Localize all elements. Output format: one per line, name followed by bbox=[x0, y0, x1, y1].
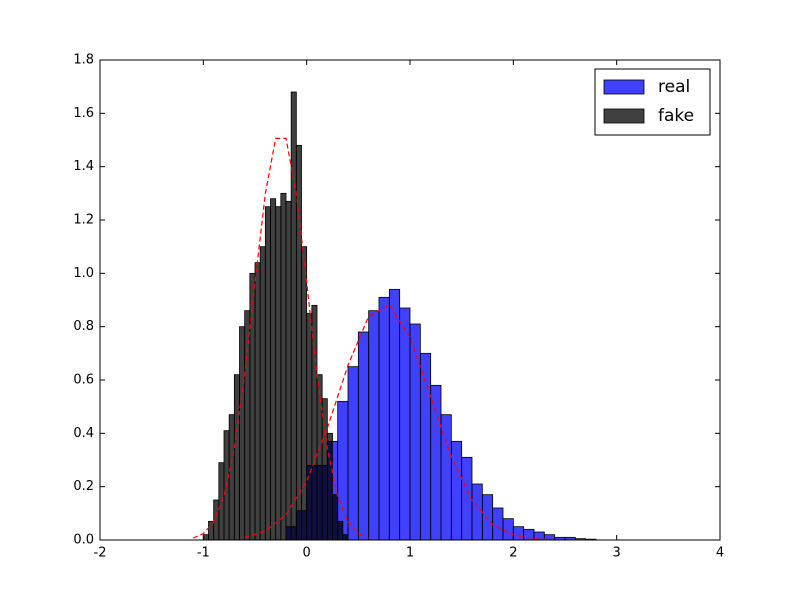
y-tick-label: 1.8 bbox=[73, 53, 94, 68]
y-tick-label: 0.8 bbox=[73, 319, 94, 334]
histogram-bar bbox=[512, 526, 525, 541]
histogram-bar bbox=[311, 304, 318, 541]
histogram-bar bbox=[254, 262, 261, 541]
legend-label: fake bbox=[658, 106, 694, 126]
histogram-bar bbox=[388, 288, 401, 541]
histogram-bar bbox=[399, 307, 411, 541]
histogram-bar bbox=[347, 366, 359, 541]
histogram-bar bbox=[249, 272, 256, 541]
histogram-bar bbox=[239, 326, 246, 541]
histogram-bar bbox=[306, 312, 313, 541]
x-tick-label: 3 bbox=[613, 546, 621, 561]
legend-swatch bbox=[603, 108, 645, 124]
histogram-bar bbox=[502, 518, 514, 541]
x-tick-label: 0 bbox=[303, 546, 311, 561]
x-tick-label: 4 bbox=[716, 546, 724, 561]
legend-swatch bbox=[603, 79, 645, 95]
y-tick-label: 0.2 bbox=[73, 479, 94, 494]
x-tick-label: -1 bbox=[197, 546, 210, 561]
histogram-bar bbox=[316, 374, 323, 541]
density-line bbox=[244, 304, 555, 541]
histogram-bar bbox=[290, 91, 297, 541]
y-tick-label: 0.6 bbox=[73, 373, 94, 388]
histogram-bar bbox=[208, 520, 215, 541]
legend: real fake bbox=[594, 68, 711, 136]
histogram-bar bbox=[285, 200, 292, 541]
histogram-bar bbox=[492, 507, 504, 541]
y-tick-label: 1.4 bbox=[73, 159, 94, 174]
histogram-bar bbox=[450, 440, 463, 541]
y-tick-label: 1.0 bbox=[73, 266, 94, 281]
legend-label: real bbox=[658, 77, 690, 97]
histogram-bar bbox=[259, 246, 266, 541]
histogram-bar bbox=[440, 414, 452, 541]
y-tick-label: 0.0 bbox=[73, 533, 94, 548]
histogram-bar bbox=[378, 296, 390, 541]
x-tick-label: 2 bbox=[509, 546, 517, 561]
histogram-bar bbox=[332, 494, 339, 541]
y-tick-label: 1.6 bbox=[73, 106, 94, 121]
density-line bbox=[192, 137, 369, 539]
histogram-bar bbox=[280, 192, 287, 541]
y-tick-label: 0.4 bbox=[73, 426, 94, 441]
histogram-bar bbox=[275, 206, 282, 541]
histogram-bar bbox=[301, 246, 308, 541]
histogram-bar bbox=[337, 520, 344, 541]
histogram-bar bbox=[228, 414, 235, 541]
histogram-bar bbox=[342, 534, 349, 541]
histogram-bar bbox=[321, 398, 328, 541]
histogram-bar bbox=[264, 206, 271, 541]
histogram-bar bbox=[461, 456, 473, 541]
histogram-bar bbox=[337, 400, 349, 541]
histogram-bar bbox=[270, 198, 277, 541]
histogram-bar bbox=[357, 331, 370, 541]
histogram-bar bbox=[295, 144, 302, 541]
histogram-bar bbox=[244, 310, 251, 541]
histogram-bar bbox=[368, 310, 380, 541]
y-tick-label: 1.2 bbox=[73, 213, 94, 228]
x-tick-label: 1 bbox=[406, 546, 414, 561]
histogram-bar bbox=[202, 534, 209, 541]
histogram-bar bbox=[523, 528, 535, 541]
x-tick-label: -2 bbox=[94, 546, 107, 561]
histogram-bar bbox=[409, 323, 421, 541]
histogram-bar bbox=[481, 494, 494, 541]
histogram-bar bbox=[471, 483, 483, 541]
histogram-bar bbox=[430, 384, 442, 541]
histogram-bar bbox=[233, 374, 240, 541]
